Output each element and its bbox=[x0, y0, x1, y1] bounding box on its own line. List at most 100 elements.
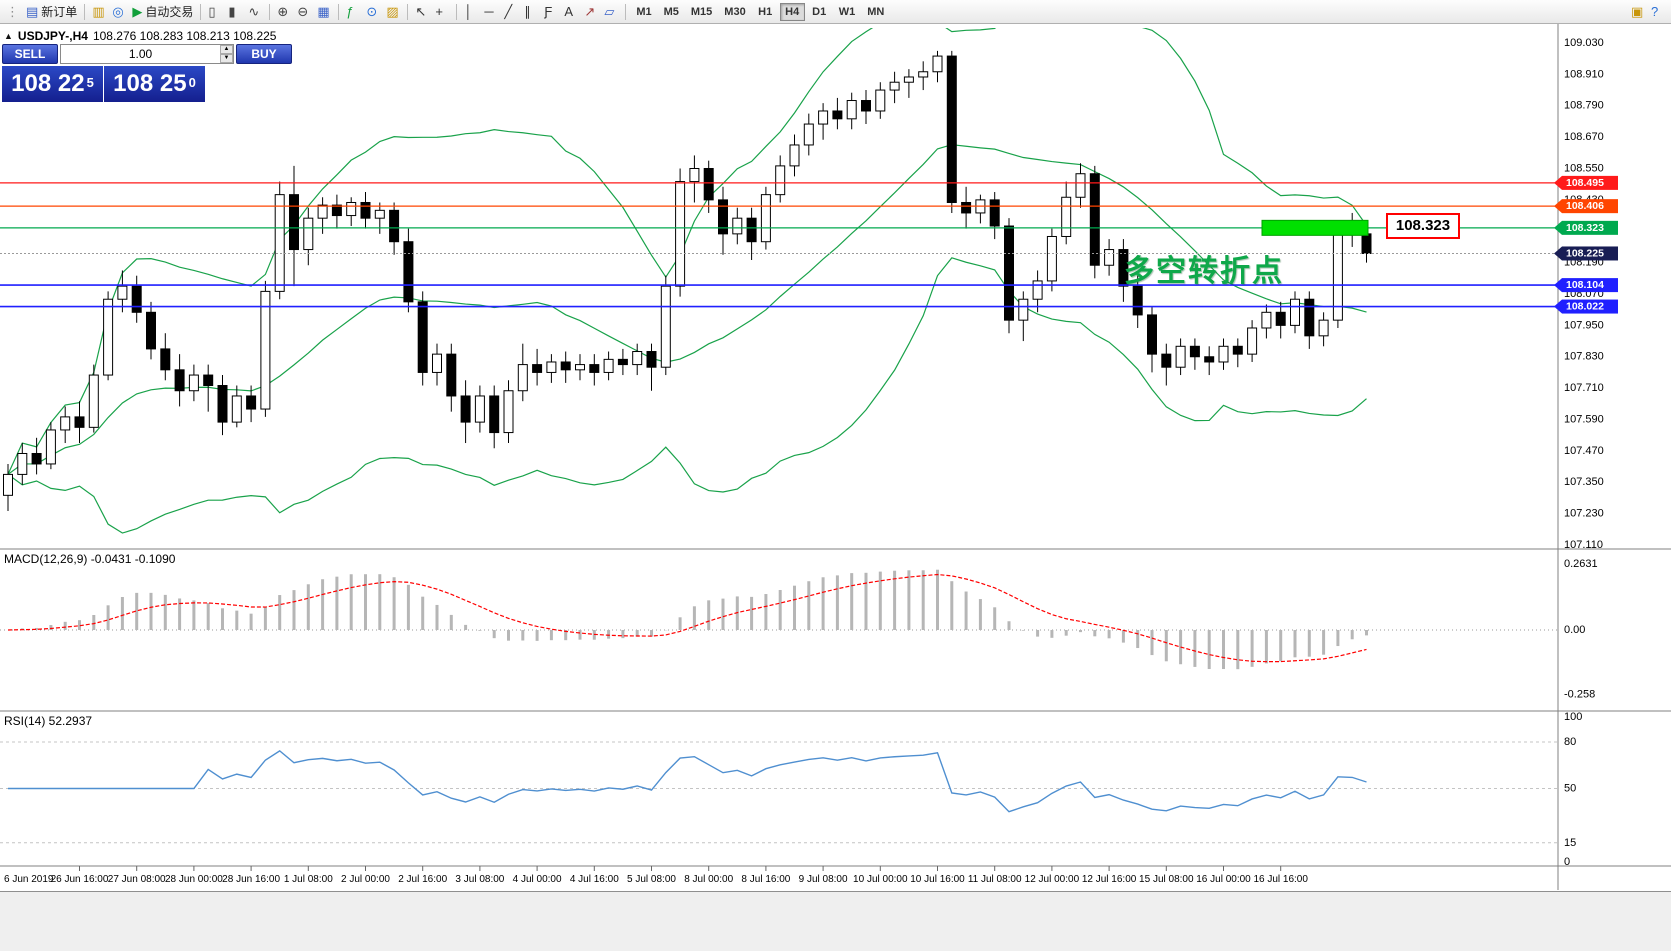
sell-button[interactable]: SELL bbox=[2, 44, 58, 64]
channel-icon[interactable]: ∥ bbox=[521, 2, 541, 22]
candle-body bbox=[846, 100, 857, 120]
new-chart-icon-glyph: ▥ bbox=[92, 4, 105, 19]
fibonacci-icon-glyph: Ƒ bbox=[544, 4, 553, 19]
candle-body bbox=[789, 144, 800, 167]
new-order-glyph: ▤ bbox=[26, 4, 39, 19]
templates-icon[interactable]: ▨ bbox=[383, 2, 403, 22]
timeframe-m5-button[interactable]: M5 bbox=[659, 3, 684, 21]
candle-body bbox=[117, 285, 128, 300]
toolbar-separator bbox=[200, 3, 202, 20]
pane-separator-macd[interactable] bbox=[0, 547, 1558, 551]
price-badge: 108.406 bbox=[1554, 199, 1618, 214]
timeframe-h1-button[interactable]: H1 bbox=[753, 3, 778, 21]
pane-separator-rsi[interactable] bbox=[0, 709, 1558, 713]
tile-windows-icon[interactable]: ▦ bbox=[314, 2, 334, 22]
rsi-scale-label: 100 bbox=[1564, 711, 1582, 723]
candle-body bbox=[517, 364, 528, 392]
macd-signal-line bbox=[7, 573, 1367, 663]
arrows-tool-icon[interactable]: ↗ bbox=[581, 2, 601, 22]
text-tool-icon[interactable]: A bbox=[561, 2, 581, 22]
new-order-button-label: 新订单 bbox=[41, 5, 78, 19]
price-scale[interactable] bbox=[1558, 28, 1671, 866]
vertical-line-icon[interactable]: │ bbox=[461, 2, 481, 22]
profiles-icon[interactable]: ◎ bbox=[109, 2, 129, 22]
price-axis-label: 108.670 bbox=[1564, 131, 1604, 143]
timeframe-h4-button[interactable]: H4 bbox=[779, 2, 805, 21]
time-axis-label: 12 Jul 16:00 bbox=[1082, 874, 1137, 885]
sell-price-main: 108 22 bbox=[11, 70, 85, 97]
line-chart-icon-glyph: ∿ bbox=[248, 4, 260, 19]
timeframe-m15-button[interactable]: M15 bbox=[686, 3, 717, 21]
candle-body bbox=[532, 364, 543, 373]
chart-surface[interactable] bbox=[0, 28, 1558, 866]
price-callout[interactable]: 108.323 bbox=[1386, 213, 1460, 239]
timeframe-mn-button[interactable]: MN bbox=[862, 3, 889, 21]
price-badge: 108.495 bbox=[1554, 175, 1618, 190]
svg-text:108.022: 108.022 bbox=[1566, 301, 1604, 313]
autotrading-button[interactable]: ▶ 自动交易 bbox=[129, 2, 196, 22]
candlestick-chart-icon[interactable]: ▮ bbox=[225, 2, 245, 22]
buy-button[interactable]: BUY bbox=[236, 44, 292, 64]
toolbar-separator bbox=[338, 3, 340, 20]
cursor-icon[interactable]: ↖ bbox=[412, 2, 432, 22]
shapes-tool-icon[interactable]: ▱ bbox=[601, 2, 621, 22]
candle-body bbox=[1290, 298, 1300, 326]
oct-buttons-row: SELL ▲ ▼ BUY bbox=[2, 44, 292, 64]
time-axis-label: 12 Jul 00:00 bbox=[1025, 874, 1080, 885]
bar-chart-icon[interactable]: ▯ bbox=[205, 2, 225, 22]
crosshair-icon[interactable]: + bbox=[432, 2, 452, 22]
volume-input[interactable] bbox=[61, 45, 220, 63]
sell-price-superscript: 5 bbox=[86, 74, 94, 90]
price-axis-label: 107.110 bbox=[1564, 539, 1603, 551]
time-scale[interactable] bbox=[0, 866, 1558, 890]
timeframe-m30-button[interactable]: M30 bbox=[719, 3, 750, 21]
price-axis-label: 109.030 bbox=[1564, 37, 1604, 49]
periods-icon-glyph: ⊙ bbox=[366, 4, 378, 19]
sell-price-display[interactable]: 108 22 5 bbox=[2, 66, 103, 102]
svg-text:108.495: 108.495 bbox=[1566, 177, 1604, 189]
oct-collapse-arrow[interactable]: ▲ bbox=[4, 31, 13, 41]
candle-body bbox=[918, 71, 929, 78]
zoom-out-icon[interactable]: ⊖ bbox=[294, 2, 314, 22]
volume-up-button[interactable]: ▲ bbox=[220, 45, 233, 54]
zoom-in-icon[interactable]: ⊕ bbox=[274, 2, 294, 22]
autotrading-glyph: ▶ bbox=[132, 4, 143, 19]
candle-body bbox=[160, 348, 171, 371]
help-icon-glyph: ? bbox=[1651, 4, 1659, 19]
candle-body bbox=[903, 76, 914, 83]
volume-down-button[interactable]: ▼ bbox=[220, 54, 233, 63]
candle-body bbox=[289, 194, 299, 251]
candle-body bbox=[1089, 173, 1100, 266]
candle-body bbox=[575, 364, 585, 371]
price-badge: 108.323 bbox=[1554, 220, 1618, 235]
time-axis-label: 1 Jul 08:00 bbox=[284, 874, 333, 885]
timeframe-d1-button[interactable]: D1 bbox=[807, 3, 832, 21]
annotation-text[interactable]: 多空转折点 bbox=[1124, 255, 1284, 288]
indicators-icon[interactable]: ƒ bbox=[343, 2, 363, 22]
help-icon[interactable]: ? bbox=[1648, 2, 1668, 22]
candle-body bbox=[932, 55, 943, 73]
highlight-box[interactable] bbox=[1261, 219, 1369, 236]
trendline-icon[interactable]: ╱ bbox=[501, 2, 521, 22]
new-chart-icon[interactable]: ▥ bbox=[89, 2, 109, 22]
fibonacci-icon[interactable]: Ƒ bbox=[541, 2, 561, 22]
candle-body bbox=[1046, 235, 1057, 282]
toolbar-separator bbox=[456, 3, 458, 20]
candle-body bbox=[274, 194, 285, 292]
timeframe-m1-button[interactable]: M1 bbox=[631, 3, 656, 21]
chart-window-icon[interactable]: ▣ bbox=[1628, 2, 1648, 22]
buy-price-superscript: 0 bbox=[188, 74, 196, 90]
periods-icon[interactable]: ⊙ bbox=[363, 2, 383, 22]
time-axis-label: 5 Jul 08:00 bbox=[627, 874, 676, 885]
timeframe-w1-button[interactable]: W1 bbox=[834, 3, 861, 21]
new-order-button[interactable]: ▤ 新订单 bbox=[23, 2, 80, 22]
line-chart-icon[interactable]: ∿ bbox=[245, 2, 265, 22]
toolbar-grip-icon[interactable]: ⋮ bbox=[3, 2, 23, 22]
trendline-icon-glyph: ╱ bbox=[504, 4, 513, 19]
horizontal-line-icon[interactable]: ─ bbox=[481, 2, 501, 22]
buy-price-display[interactable]: 108 25 0 bbox=[104, 66, 205, 102]
candle-body bbox=[1004, 225, 1014, 321]
candle-body bbox=[675, 181, 686, 287]
candle-body bbox=[617, 358, 628, 366]
